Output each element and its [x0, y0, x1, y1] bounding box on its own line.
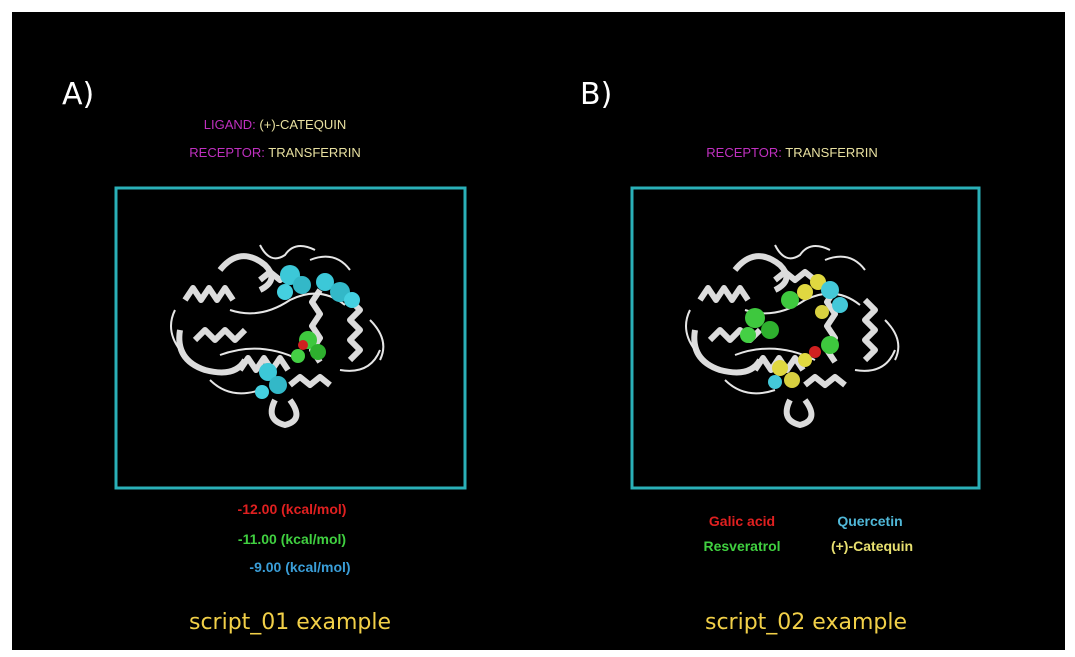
legend-entry: Resveratrol — [703, 538, 780, 554]
header-line: RECEPTOR: TRANSFERRIN — [706, 145, 877, 160]
header-line: RECEPTOR: TRANSFERRIN — [189, 145, 360, 160]
caption: script_02 example — [705, 610, 907, 635]
header-line: LIGAND: (+)-CATEQUIN — [204, 117, 346, 132]
energy-label: -9.00 (kcal/mol) — [249, 559, 350, 575]
legend-entry: Quercetin — [837, 513, 902, 529]
energy-label: -11.00 (kcal/mol) — [238, 531, 346, 547]
header-key: LIGAND: — [204, 117, 256, 132]
legend-entry: Galic acid — [709, 513, 775, 529]
header-value: TRANSFERRIN — [268, 145, 360, 160]
figure: A) LIGAND: (+)-CATEQUIN RECEPTOR: TRANSF… — [0, 0, 1075, 657]
caption: script_01 example — [189, 610, 391, 635]
header-value: TRANSFERRIN — [785, 145, 877, 160]
header-key: RECEPTOR: — [706, 145, 782, 160]
panel-label: B) — [580, 77, 612, 112]
legend-entry: (+)-Catequin — [831, 538, 913, 554]
energy-label: -12.00 (kcal/mol) — [238, 501, 347, 517]
panel-label: A) — [62, 77, 94, 112]
header-value: (+)-CATEQUIN — [259, 117, 346, 132]
page: A) LIGAND: (+)-CATEQUIN RECEPTOR: TRANSF… — [0, 0, 1075, 657]
background — [12, 12, 1065, 650]
header-key: RECEPTOR: — [189, 145, 265, 160]
